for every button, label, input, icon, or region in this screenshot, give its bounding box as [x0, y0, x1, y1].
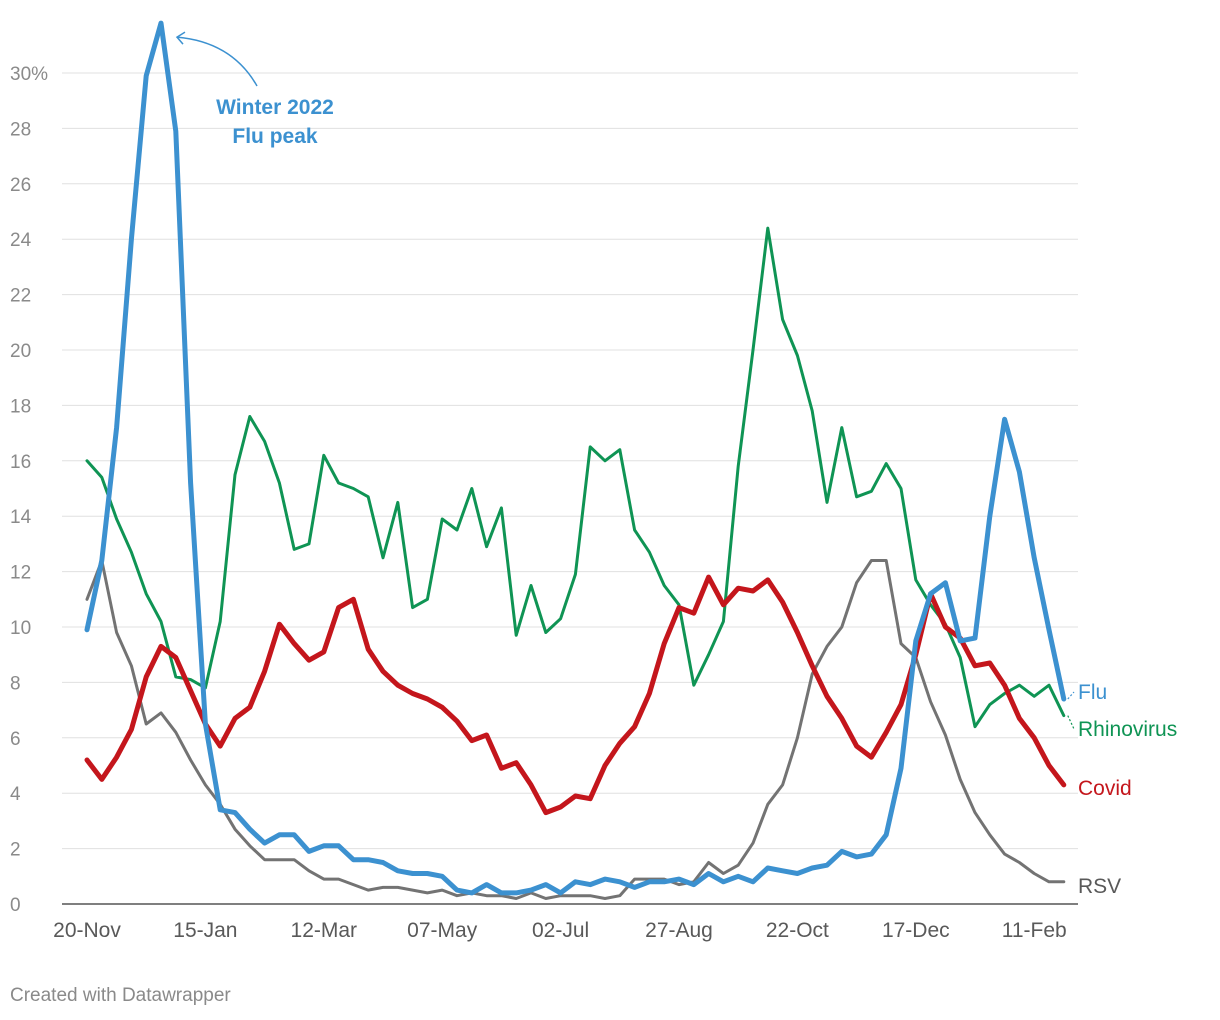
y-tick-label: 22	[10, 286, 31, 307]
annotation-arrow	[176, 36, 258, 87]
series-line-covid	[84, 574, 1067, 816]
x-tick-label: 27-Aug	[645, 919, 713, 942]
y-tick-label: 18	[10, 396, 31, 417]
y-tick-label: 30%	[10, 64, 48, 85]
x-tick-label: 02-Jul	[532, 919, 589, 942]
x-axis-tick-labels: 20-Nov 15-Jan 12-Mar 07-May 02-Jul 27-Aug 22-O…	[53, 919, 1067, 942]
series-line-rhinovirus	[85, 226, 1066, 729]
x-tick-label: 20-Nov	[53, 919, 121, 942]
y-tick-label: 8	[10, 673, 21, 694]
series-lines	[84, 20, 1067, 900]
series-label-rsv: RSV	[1078, 875, 1121, 898]
x-tick-label: 17-Dec	[882, 919, 950, 942]
y-tick-label: 10	[10, 618, 31, 639]
flu-peak-annotation: Winter 2022 Flu peak	[175, 31, 334, 148]
x-tick-label: 11-Feb	[1002, 919, 1067, 942]
series-label-covid: Covid	[1078, 777, 1132, 800]
x-tick-label: 12-Mar	[291, 919, 358, 942]
annotation-text: Flu peak	[232, 125, 318, 148]
x-tick-label: 07-May	[407, 919, 478, 942]
y-tick-label: 0	[10, 895, 21, 916]
x-tick-label: 22-Oct	[766, 919, 829, 942]
label-connector	[1067, 691, 1075, 700]
series-label-rhinovirus: Rhinovirus	[1078, 718, 1177, 741]
y-tick-label: 14	[10, 507, 32, 528]
annotation-arrowhead	[175, 31, 186, 45]
y-tick-label: 28	[10, 119, 31, 140]
annotation-text: Winter 2022	[216, 96, 334, 119]
series-label-flu: Flu	[1078, 681, 1107, 704]
label-connector	[1067, 715, 1075, 730]
series-direct-labels: Flu Rhinovirus Covid RSV	[1067, 681, 1177, 898]
y-tick-label: 2	[10, 840, 21, 861]
y-tick-label: 16	[10, 452, 31, 473]
footer-credit: Created with Datawrapper	[10, 985, 231, 1006]
y-tick-label: 20	[10, 341, 31, 362]
series-line-rsv	[85, 559, 1066, 900]
x-tick-label: 15-Jan	[173, 919, 237, 942]
y-tick-label: 26	[10, 175, 31, 196]
y-tick-label: 4	[10, 784, 21, 805]
y-tick-label: 24	[10, 230, 32, 251]
gridlines	[62, 72, 1078, 905]
y-tick-label: 12	[10, 563, 31, 584]
series-line-flu	[84, 20, 1067, 896]
y-tick-label: 6	[10, 729, 21, 750]
